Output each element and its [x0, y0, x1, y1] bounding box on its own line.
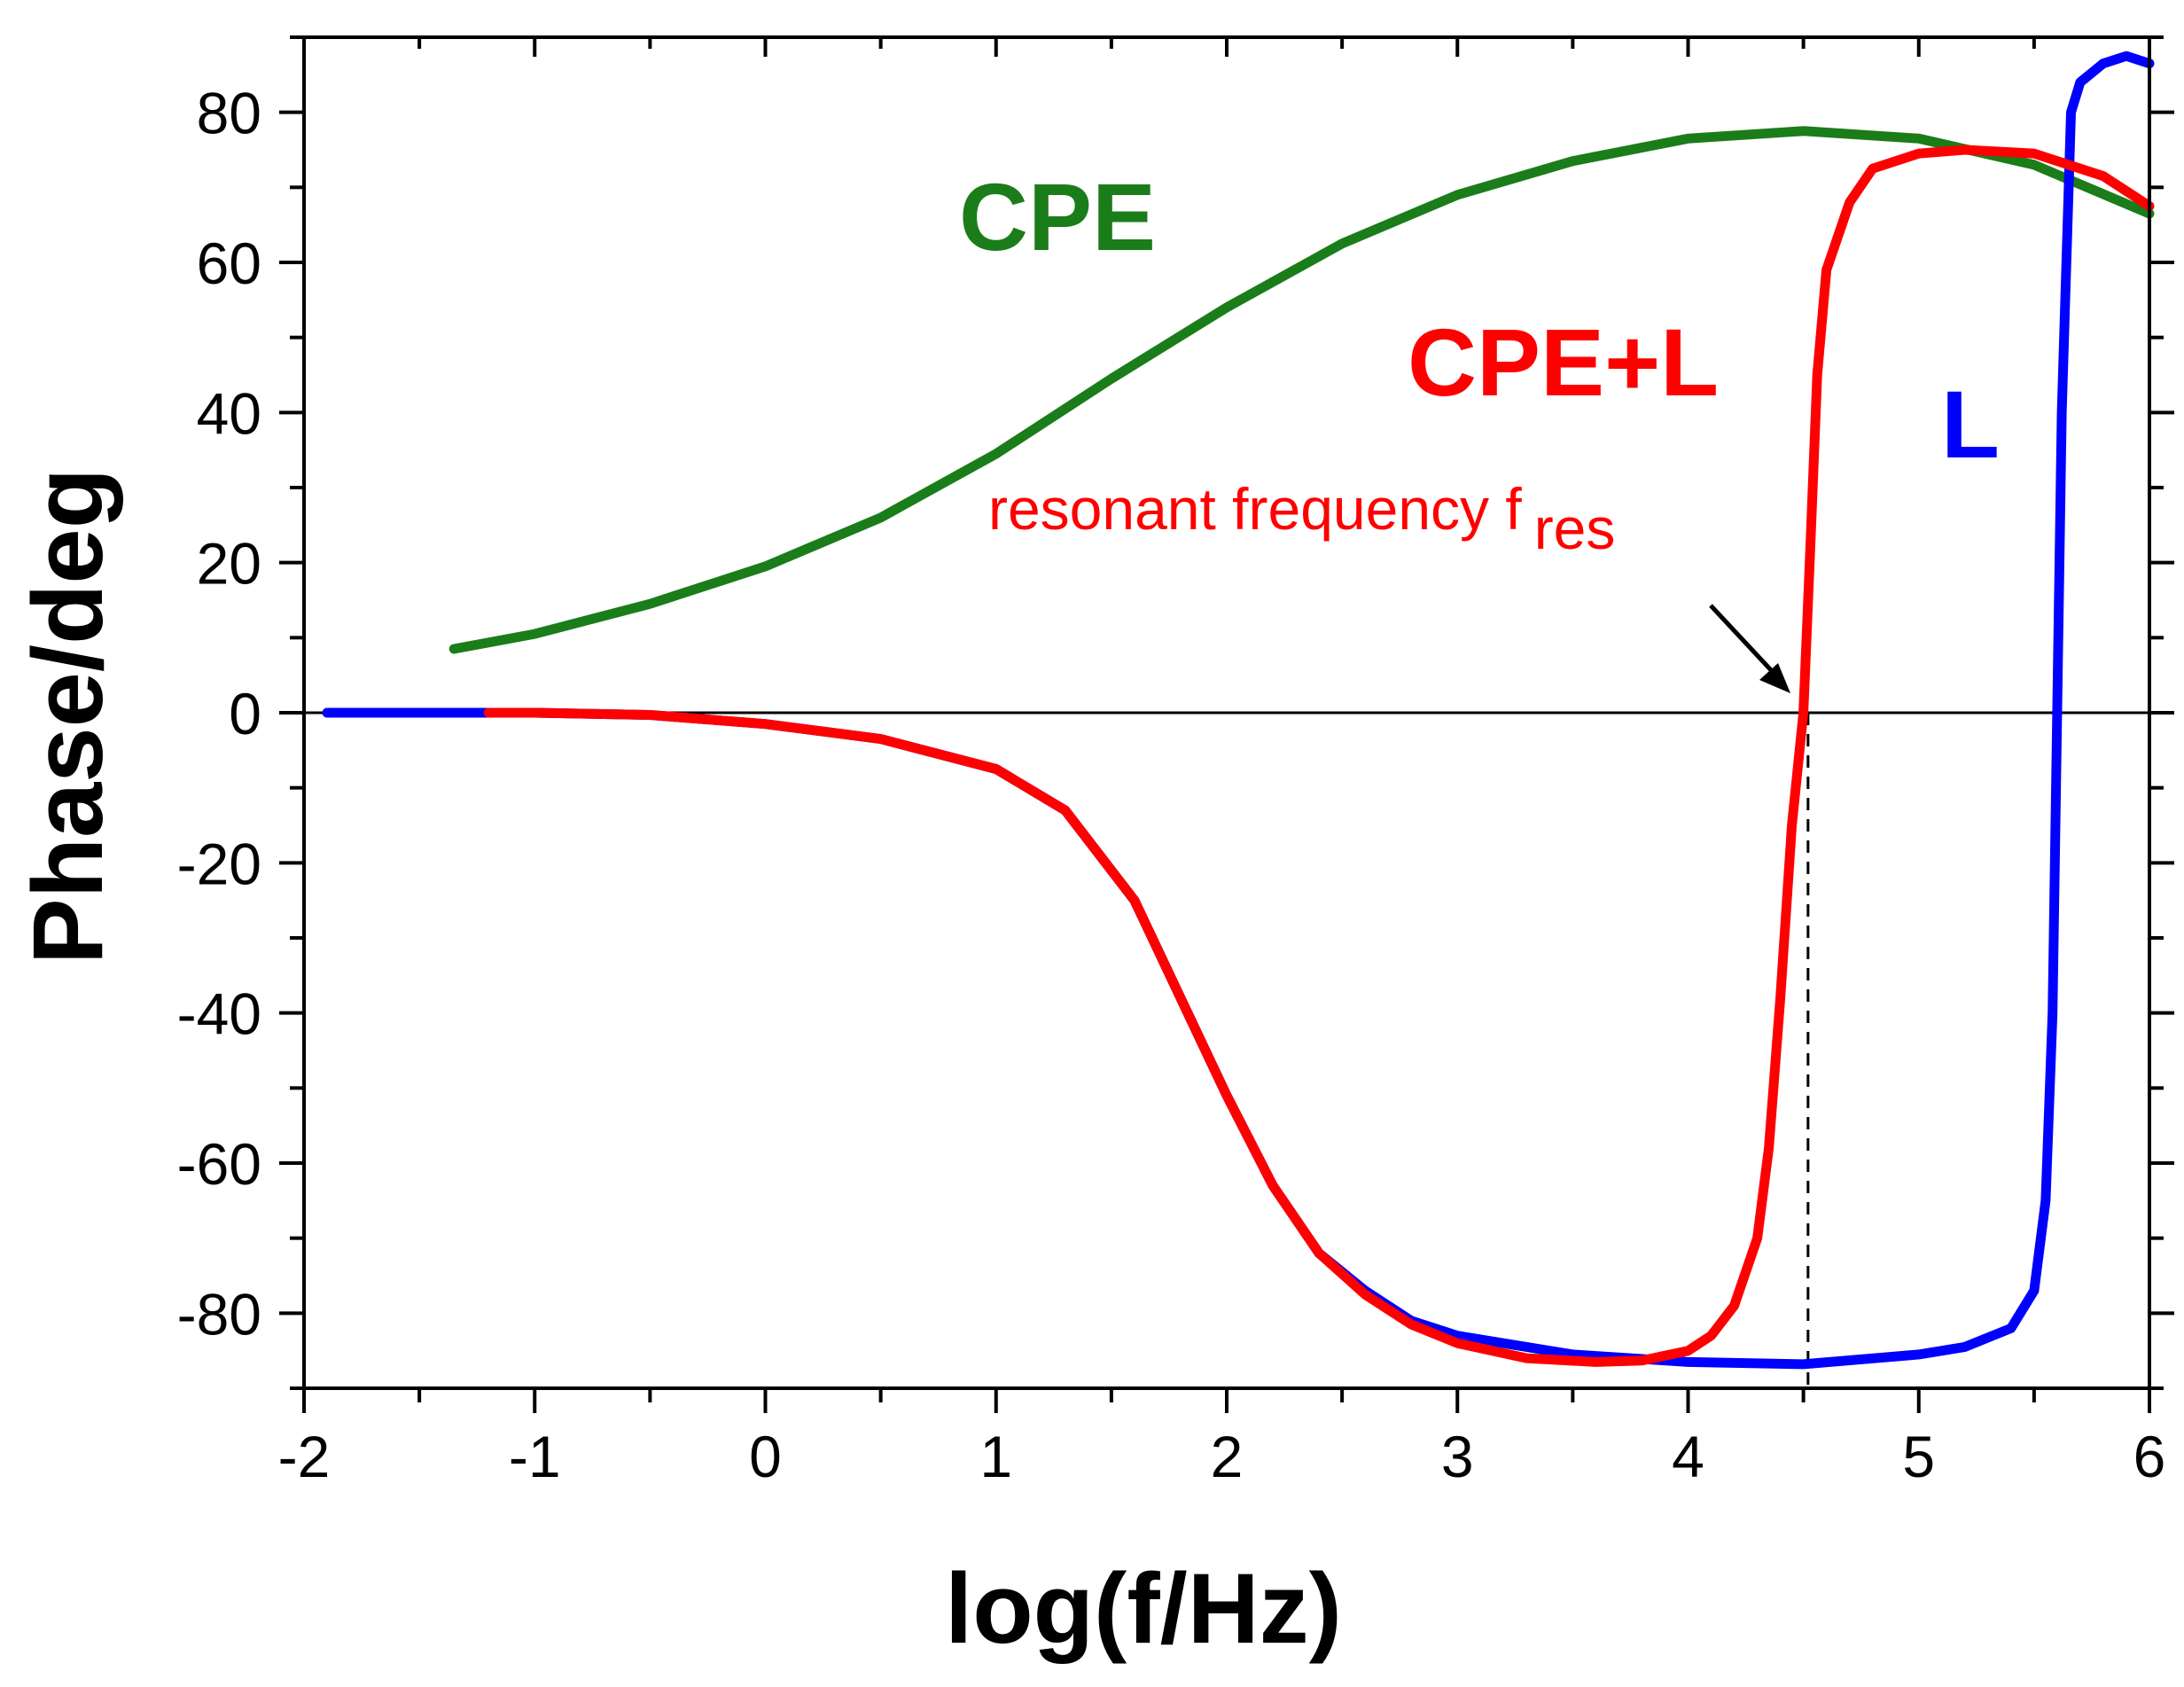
y-tick-label: -20 [177, 831, 261, 896]
x-tick-label: 5 [1902, 1424, 1935, 1489]
resonance-arrow-head [1759, 663, 1790, 693]
resonance-text: resonant frequency f [988, 476, 1522, 542]
x-tick-label: 3 [1441, 1424, 1474, 1489]
y-tick-label: -80 [177, 1281, 261, 1347]
y-tick-label: 40 [197, 380, 261, 446]
plot-content [304, 51, 2155, 1388]
x-tick-label: 1 [979, 1424, 1012, 1489]
y-tick-label: 60 [197, 230, 261, 296]
series-label-cpe-l: CPE+L [1408, 309, 1719, 416]
y-tick-label: -40 [177, 981, 261, 1047]
y-tick-label: 20 [197, 531, 261, 597]
resonance-arrow-line [1709, 604, 1774, 674]
axes: -2 -1 0 1 2 3 4 5 6 -80 -60 -40 -20 0 20 40 60 80 [177, 35, 2174, 1489]
resonance-annotation: resonant frequency f res [988, 476, 1615, 561]
series-line-cpe-l [483, 144, 2155, 1367]
x-tick-label: -1 [509, 1424, 561, 1489]
x-tick-label: 4 [1672, 1424, 1704, 1489]
x-tick-label: 0 [749, 1424, 782, 1489]
x-tick-label: 6 [2133, 1424, 2166, 1489]
resonance-subscript: res [1534, 496, 1616, 561]
x-tick-label: -2 [278, 1424, 331, 1489]
x-tick-label: 2 [1211, 1424, 1244, 1489]
y-tick-label: 80 [197, 81, 261, 146]
series-label-l: L [1941, 371, 2000, 478]
x-axis-title: log(f/Hz) [945, 1553, 1342, 1664]
y-tick-label: 0 [229, 681, 261, 746]
y-tick-label: -60 [177, 1131, 261, 1197]
series-line-cpe [448, 126, 2155, 654]
series-label-cpe: CPE [959, 163, 1156, 270]
y-axis-title: Phase/deg [12, 468, 123, 965]
